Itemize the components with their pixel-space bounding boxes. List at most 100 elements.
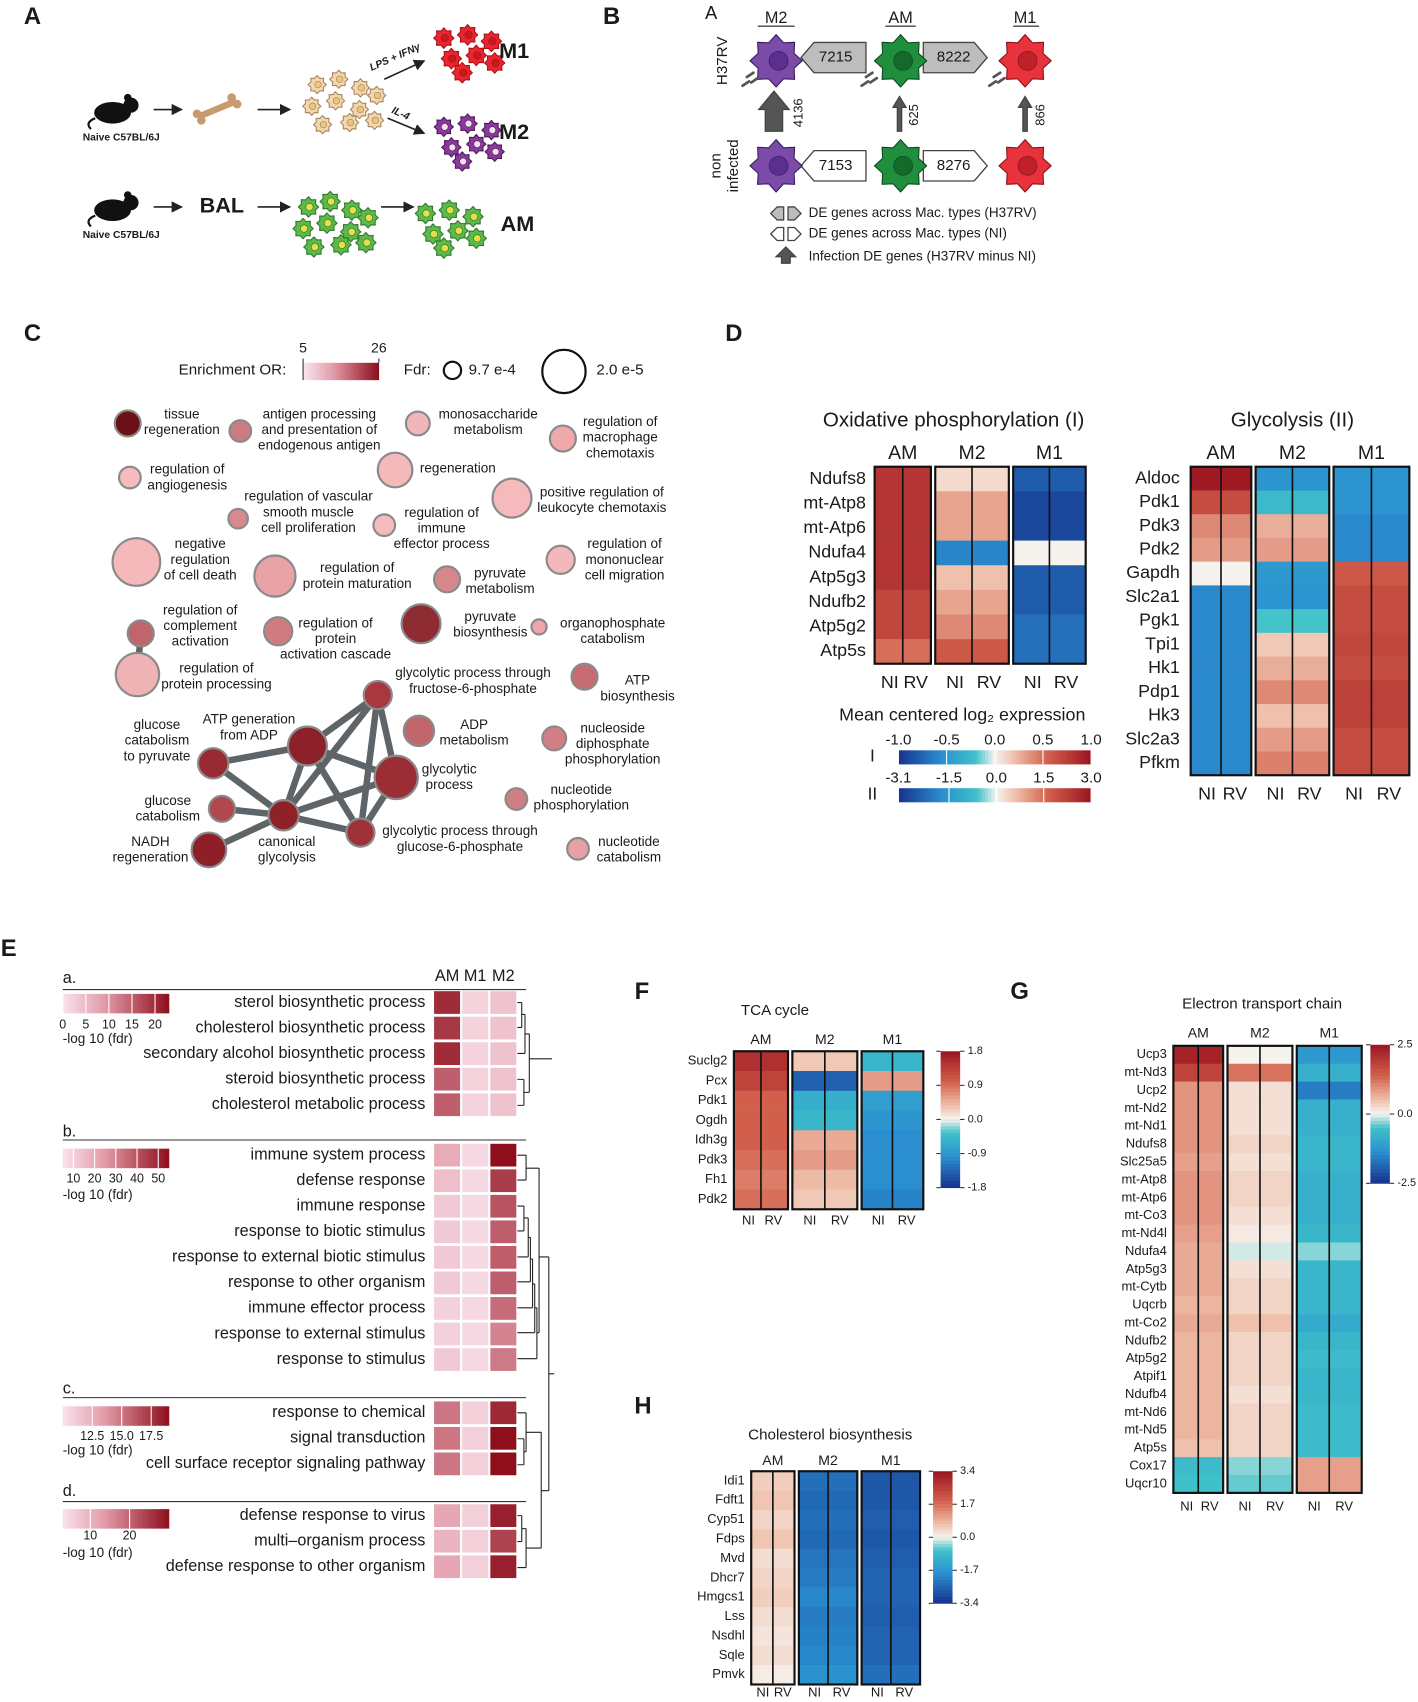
colorbar-segment [326,362,330,381]
column-label: NI [1267,783,1285,803]
gene-label: Ndufb4 [1125,1386,1167,1401]
colorbar-segment [118,1509,122,1529]
node-label: pyruvate [474,565,526,580]
node-label: regeneration [144,422,220,437]
colorbar-segment [933,1504,953,1508]
stimulus: LPS + IFNγ [368,41,423,74]
colorbar-segment [115,1406,119,1426]
colorbar-tick-label: -1.8 [968,1181,987,1193]
colorbar-segment [1370,1065,1390,1070]
colorbar-tick-label: 0.9 [968,1079,983,1091]
mouse-label: Naive C57BL/6J [83,132,160,143]
colorbar-segment [97,1509,101,1529]
colorbar-segment [1033,788,1037,803]
term-label: defense response [296,1171,425,1189]
column-header: AM [888,9,912,27]
colorbar-segment [1004,750,1009,765]
column-label: RV [1201,1498,1219,1513]
colorbar-tick-label: 0.0 [984,732,1005,749]
colorbar-segment [914,750,919,765]
colorbar-segment [163,1509,167,1529]
gene-label: Sqle [719,1647,745,1662]
gene-label: Ndufa4 [808,542,866,562]
column-label: RV [1266,1498,1284,1513]
colorbar-segment [933,1537,953,1542]
colorbar-segment [978,750,983,765]
colorbar-segment [350,362,354,381]
colorbar-segment [123,993,127,1014]
cell-nucleus [314,81,322,89]
colorbar-segment [160,1406,164,1426]
cell-nucleus [893,156,913,176]
gene-label: Ndufb2 [808,591,866,611]
colorbar-segment [946,788,951,803]
colorbar-segment [131,1406,135,1426]
colorbar-segment [86,1406,90,1426]
colorbar-segment [163,1406,167,1426]
network-edge [357,694,381,834]
colorbar-segment [113,1148,117,1169]
gene-label: Hk1 [1148,657,1180,677]
colorbar-segment [991,788,996,803]
heatmap-cell [490,1322,517,1346]
colorbar-segment [152,1406,157,1426]
group-box [1226,1044,1294,1494]
colorbar-segment [924,750,928,765]
colorbar-segment [997,788,1002,803]
colorbar-segment [139,1509,143,1529]
colorbar-segment [1370,1148,1390,1153]
colorbar-tick-label: 50 [151,1171,165,1185]
colorbar-segment [933,1580,953,1584]
colorbar-segment [78,993,82,1014]
de-count: 7153 [819,157,853,174]
node-label: catabolism [135,808,200,823]
colorbar-segment [975,750,980,765]
node-label: metabolism [454,422,523,437]
colorbar-segment [129,993,133,1014]
colorbar-segment [940,1136,961,1141]
gene-label: Cox17 [1129,1457,1167,1472]
colorbar-segment [940,1122,961,1127]
colorbar-segment [155,993,159,1014]
colorbar-segment [940,1153,961,1158]
colorbar-segment [940,1129,961,1134]
colorbar-tick-label: 5 [299,339,307,355]
colorbar-segment [337,362,341,381]
colorbar-segment [62,1406,66,1426]
colorbar-segment [940,1167,961,1172]
group-box [1172,1044,1225,1494]
colorbar-segment [81,1148,85,1169]
node-label: nucleotide [550,782,612,797]
network-node [570,662,599,691]
colorbar-segment [1370,1048,1390,1053]
colorbar-segment [110,1509,114,1529]
panel-letter: B [603,3,620,30]
colorbar-segment [933,1477,953,1482]
cell-nucleus [308,102,317,110]
colorbar-tick-label: 15 [125,1018,139,1032]
term-label: response to other organism [228,1273,425,1291]
gene-label: Ucp3 [1137,1046,1167,1061]
colorbar-segment [1049,788,1054,803]
column-label: RV [895,1685,913,1700]
colorbar-segment [940,1051,961,1056]
colorbar-segment [150,993,154,1014]
colorbar-segment [940,1102,961,1107]
heatmap-cell [490,1297,517,1320]
colorbar-segment [118,993,122,1014]
de-count: 625 [906,104,921,126]
gene-label: Idi1 [724,1472,745,1487]
colorbar-segment [930,750,935,765]
group-header: M1 [1036,442,1063,464]
colorbar-segment [166,993,170,1014]
colorbar-segment [930,788,935,803]
network-node [113,409,142,438]
network-node [345,817,376,848]
colorbar-segment [1370,1055,1390,1060]
colorbar-segment [1370,1079,1390,1084]
colorbar-segment [307,362,310,381]
colorbar-segment [131,1509,135,1529]
dendrogram [517,1002,555,1569]
colorbar-segment [134,1148,138,1169]
colorbar-segment [1370,1138,1390,1143]
